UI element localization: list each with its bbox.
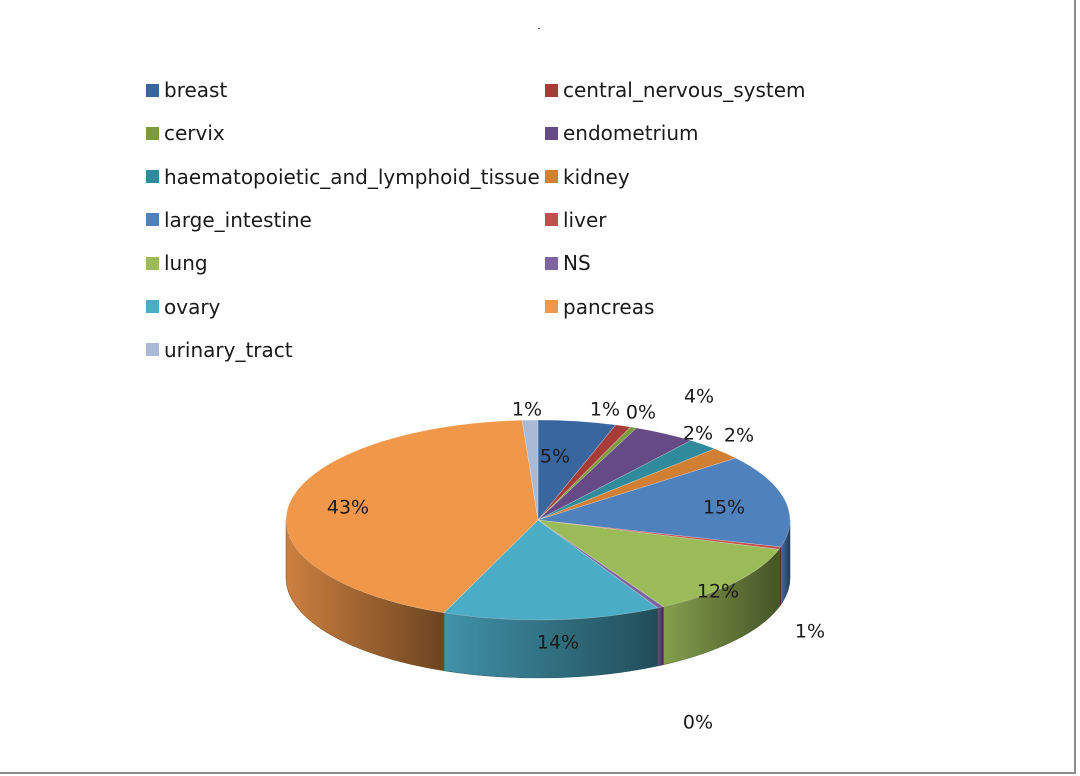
legend-label: cervix xyxy=(164,121,225,146)
legend-label: NS xyxy=(563,251,591,276)
pie-slice-large-intestine xyxy=(537,457,791,548)
legend-label: haematopoietic_and_lymphoid_tissue xyxy=(164,164,540,189)
legend-label: endometrium xyxy=(563,121,699,146)
legend-swatch xyxy=(146,256,159,270)
data-label-lung: 12% xyxy=(697,581,739,603)
data-label-cervix: 0% xyxy=(626,402,656,424)
data-labels: 5% 1% 0% 4% 2% 2% 15% 1% 12% 0% 14% 43% 1% xyxy=(327,386,825,734)
legend-item-haematopoietic-and-lymphoid-tissue: haematopoietic_and_lymphoid_tissue xyxy=(146,165,540,189)
legend-swatch xyxy=(545,300,558,313)
data-label-haematopoietic-and-lymphoid-tissue: 2% xyxy=(683,423,713,445)
legend-item-kidney: kidney xyxy=(545,165,630,189)
legend-label: kidney xyxy=(563,164,630,189)
data-label-endometrium: 4% xyxy=(684,386,714,408)
legend-swatch xyxy=(146,126,159,140)
legend-swatch xyxy=(545,170,558,184)
pie-slice-liver xyxy=(537,519,782,550)
legend-item-liver: liver xyxy=(545,208,606,232)
pie-side-ns xyxy=(657,606,664,667)
pie-slice-endometrium xyxy=(537,427,692,521)
legend-label: large_intestine xyxy=(164,207,312,232)
data-label-pancreas: 43% xyxy=(327,497,369,519)
legend-swatch xyxy=(146,300,159,313)
pie-slice-kidney xyxy=(537,448,737,521)
legend-item-urinary-tract: urinary_tract xyxy=(146,338,293,362)
data-label-liver: 1% xyxy=(795,621,825,643)
legend-item-pancreas: pancreas xyxy=(545,295,654,319)
legend-swatch xyxy=(545,126,558,140)
legend-label: lung xyxy=(164,251,208,276)
legend-label: liver xyxy=(563,207,607,232)
legend-swatch xyxy=(146,83,159,97)
legend-label: central_nervous_system xyxy=(563,78,806,102)
data-label-kidney: 2% xyxy=(724,425,754,447)
legend-item-central-nervous-system: central_nervous_system xyxy=(545,78,806,102)
legend-item-lung: lung xyxy=(146,251,208,275)
legend-swatch xyxy=(545,83,558,97)
legend-item-cervix: cervix xyxy=(146,121,225,145)
data-label-breast: 5% xyxy=(540,446,570,468)
pie-slice-cervix xyxy=(537,426,638,521)
stray-mark xyxy=(538,28,540,29)
data-label-ovary: 14% xyxy=(537,632,579,654)
legend-label: breast xyxy=(164,78,228,102)
pie-slice-central-nervous-system xyxy=(537,424,632,521)
pie-slice-pancreas xyxy=(285,419,539,614)
pie-slice-breast xyxy=(537,419,617,521)
data-label-central-nervous-system: 1% xyxy=(590,399,620,421)
data-label-urinary-tract: 1% xyxy=(512,399,542,421)
legend-item-endometrium: endometrium xyxy=(545,121,698,145)
legend-swatch xyxy=(545,213,558,227)
data-label-ns: 0% xyxy=(683,712,713,734)
legend-item-breast: breast xyxy=(146,78,227,102)
pie-sides xyxy=(285,519,791,679)
legend-label: ovary xyxy=(164,294,221,319)
legend-swatch xyxy=(146,213,159,227)
legend-swatch xyxy=(146,343,159,357)
pie-slice-ns xyxy=(537,519,665,609)
legend-swatch xyxy=(545,256,558,270)
legend-label: urinary_tract xyxy=(164,337,293,362)
legend-swatch xyxy=(146,170,159,184)
legend-label: pancreas xyxy=(563,294,655,319)
pie-slice-haematopoietic-and-lymphoid-tissue xyxy=(537,440,716,521)
legend-item-ns: NS xyxy=(545,251,591,275)
legend-item-large-intestine: large_intestine xyxy=(146,208,312,232)
data-label-large-intestine: 15% xyxy=(703,497,745,519)
pie-slice-ovary xyxy=(443,519,659,621)
pie-slice-lung xyxy=(537,519,780,608)
pie-slice-urinary-tract xyxy=(521,419,539,521)
pie-tops xyxy=(285,419,791,621)
legend-item-ovary: ovary xyxy=(146,295,220,319)
pie-side-liver xyxy=(778,546,781,609)
